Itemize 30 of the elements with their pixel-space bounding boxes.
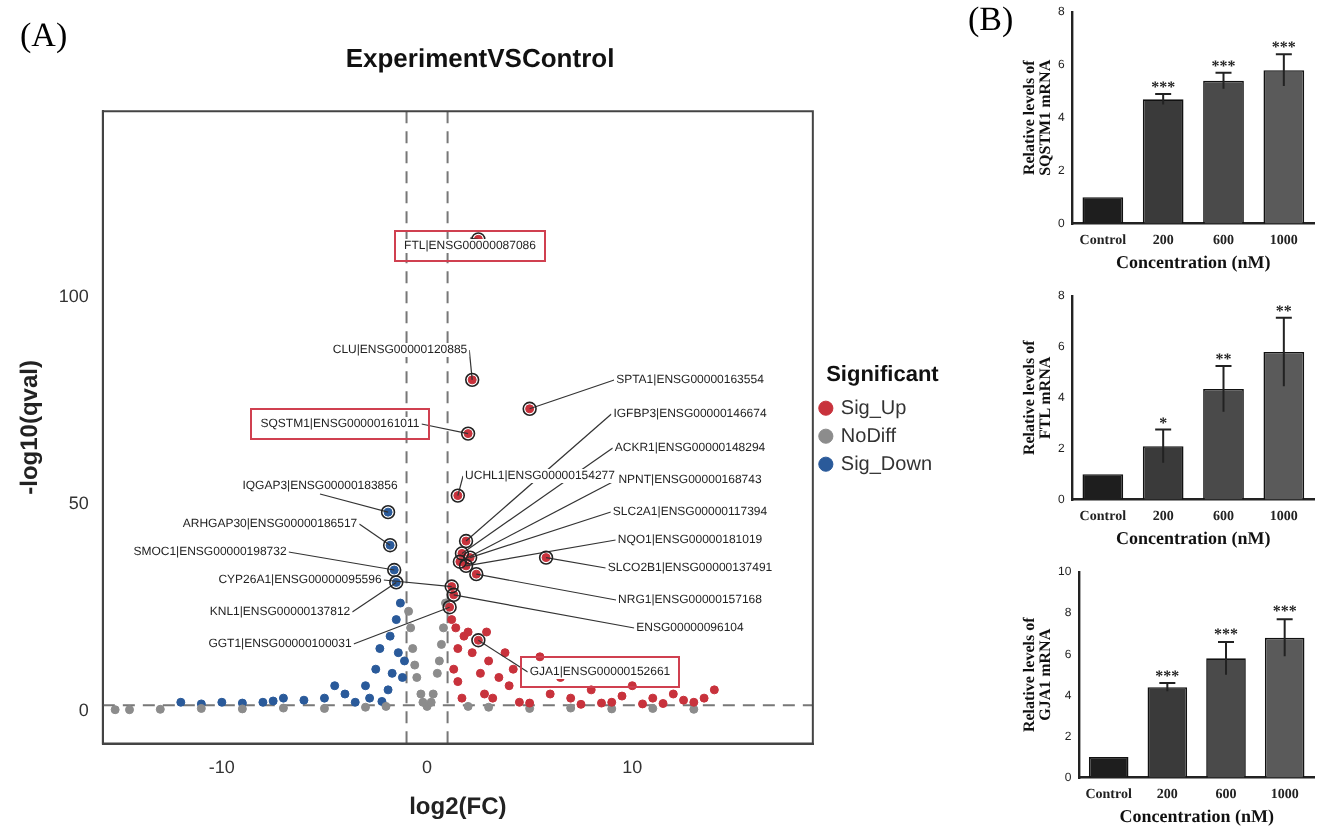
- annotation: ***: [1272, 602, 1297, 621]
- annotation: ***: [1271, 38, 1296, 57]
- x-tick-label: 10: [622, 757, 643, 778]
- y-axis-title: Relative levels of SQSTM1 mRNA: [1020, 59, 1055, 176]
- annotation: *: [1159, 413, 1168, 432]
- legend-label: Sig_Up: [840, 397, 908, 420]
- y-axis-title: Relative levels of GJA1 mRNA: [1020, 616, 1055, 733]
- y-axis-title: -log10(qval): [15, 360, 44, 495]
- annotation: ***: [1214, 625, 1239, 643]
- x-axis-title: Concentration (nM): [1116, 251, 1271, 272]
- text: (B): [968, 0, 1014, 40]
- x-tick-label: -10: [208, 757, 235, 778]
- x-axis-title: log2(FC): [409, 792, 507, 821]
- annotation: ***: [1155, 667, 1180, 686]
- legend-label: NoDiff: [840, 425, 897, 448]
- x-tick-label: 0: [422, 757, 433, 778]
- legend-label: Sig_Down: [840, 453, 933, 476]
- y-tick-label: 50: [68, 492, 89, 513]
- y-tick-label: 0: [78, 699, 89, 720]
- y-tick-label: 100: [58, 286, 89, 307]
- chart-title: ExperimentVSControl: [345, 42, 615, 73]
- y-axis-title: Relative levels of FTL mRNA: [1020, 339, 1055, 456]
- x-axis-title: Concentration (nM): [1116, 527, 1271, 548]
- annotation: **: [1275, 301, 1292, 320]
- annotation: **: [1215, 350, 1232, 369]
- legend-title: Significant: [826, 362, 940, 387]
- annotation: ***: [1151, 78, 1176, 97]
- x-axis-title: Concentration (nM): [1119, 805, 1274, 826]
- annotation: ***: [1211, 56, 1236, 75]
- text: (A): [20, 16, 68, 56]
